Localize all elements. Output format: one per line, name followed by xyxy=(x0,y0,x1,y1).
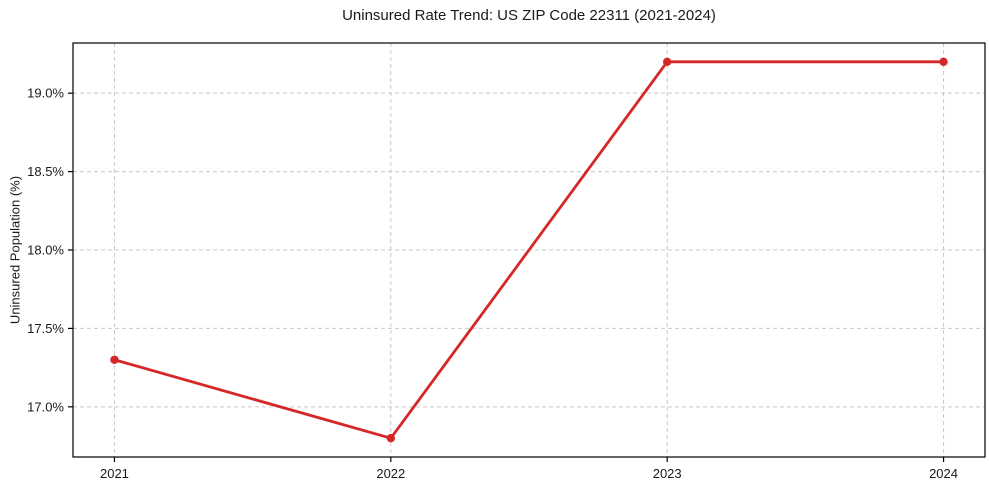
trend-line xyxy=(113,60,945,440)
x-tick-label: 2022 xyxy=(376,466,405,481)
data-point-2024 xyxy=(939,57,948,67)
y-tick-label: 17.5% xyxy=(27,321,64,336)
y-tick-label: 19.0% xyxy=(27,86,64,101)
y-tick-label: 18.0% xyxy=(27,243,64,258)
chart-title: Uninsured Rate Trend: US ZIP Code 22311 … xyxy=(342,7,716,24)
y-tick-label: 17.0% xyxy=(27,399,64,414)
x-tick-label: 2024 xyxy=(929,466,958,481)
data-point-2023 xyxy=(662,57,672,67)
y-tick-label: 18.5% xyxy=(27,164,64,179)
x-tick-label: 2021 xyxy=(100,466,129,481)
x-tick-label: 2023 xyxy=(653,466,682,481)
data-point-2021 xyxy=(110,355,119,364)
data-point-2022 xyxy=(386,433,396,443)
